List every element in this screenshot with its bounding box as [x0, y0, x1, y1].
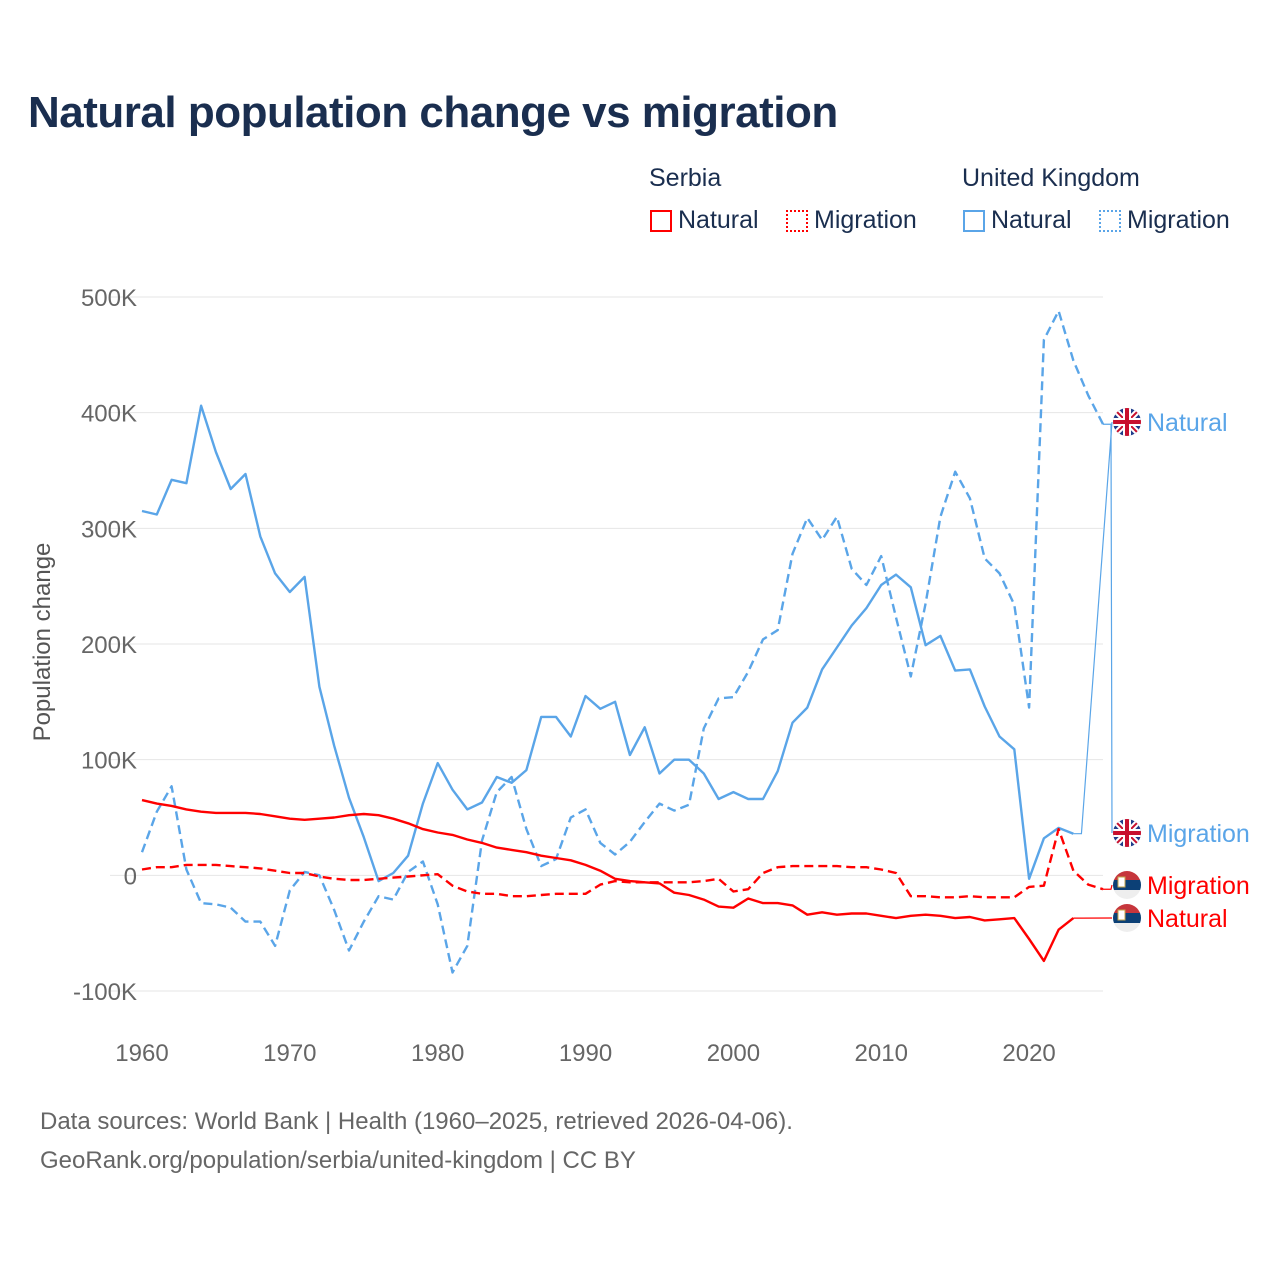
end-label[interactable]: Migration — [1147, 820, 1250, 848]
x-tick-label: 1970 — [263, 1040, 316, 1067]
flag-stripe-white — [1113, 923, 1141, 932]
y-tick-label: 500K — [81, 285, 137, 312]
legend-serbia-natural[interactable]: Natural — [650, 206, 759, 235]
y-tick-label: -100K — [73, 979, 137, 1006]
footer-link[interactable]: GeoRank.org/population/serbia/united-kin… — [40, 1147, 636, 1174]
x-tick-label: 2010 — [855, 1040, 908, 1067]
uk-flag-icon — [1113, 819, 1141, 847]
end-label[interactable]: Natural — [1147, 905, 1228, 933]
flag-cross-red — [1113, 408, 1141, 436]
x-tick-label: 2020 — [1002, 1040, 1055, 1067]
legend-serbia-migration[interactable]: Migration — [786, 206, 917, 235]
series-line-united-kingdom-natural — [141, 404, 1074, 883]
flag-coat-of-arms — [1117, 909, 1126, 921]
uk-flag-icon — [1113, 408, 1141, 436]
label-connector — [1103, 423, 1113, 834]
series-line-united-kingdom-migration — [140, 309, 1105, 974]
legend-label: Migration — [814, 206, 917, 234]
flag-body — [1113, 408, 1141, 436]
y-tick-label: 400K — [81, 401, 137, 428]
legend-group-serbia: Serbia — [649, 164, 722, 192]
legend-swatch-solid — [650, 209, 672, 232]
flag-stripe-blue — [1113, 880, 1141, 890]
legend-swatch-dotted — [1099, 209, 1121, 232]
y-tick-label: 100K — [81, 748, 137, 775]
footer-sources: Data sources: World Bank | Health (1960–… — [40, 1108, 793, 1135]
x-tick-label: 2000 — [707, 1040, 760, 1067]
y-tick-label: 0 — [124, 863, 137, 890]
legend-uk-migration[interactable]: Migration — [1099, 206, 1230, 235]
series-line-serbia-migration — [141, 827, 1104, 899]
legend-uk-natural[interactable]: Natural — [963, 206, 1072, 235]
legend-label: Migration — [1127, 206, 1230, 234]
legend-swatch-solid — [963, 209, 985, 232]
x-tick-label: 1990 — [559, 1040, 612, 1067]
flag-body — [1113, 819, 1141, 847]
legend-swatch-dotted — [786, 209, 808, 232]
end-label[interactable]: Natural — [1147, 409, 1228, 437]
serbia-flag-icon — [1113, 904, 1141, 932]
flag-coat-of-arms — [1117, 876, 1126, 888]
legend-label: Natural — [678, 206, 759, 234]
flag-stripe-blue — [1113, 913, 1141, 923]
flag-stripe-red — [1113, 904, 1141, 913]
x-tick-label: 1960 — [115, 1040, 168, 1067]
chart-title: Natural population change vs migration — [28, 88, 838, 137]
flag-cross-red — [1113, 819, 1141, 847]
label-connector — [1073, 421, 1113, 835]
flag-body — [1113, 871, 1141, 899]
series-line-serbia-natural — [141, 798, 1075, 963]
end-label[interactable]: Migration — [1147, 872, 1250, 900]
flag-stripe-red — [1113, 871, 1141, 880]
label-connector — [1103, 884, 1113, 890]
x-tick-label: 1980 — [411, 1040, 464, 1067]
y-axis-label: Population change — [29, 543, 56, 742]
legend-group-uk: United Kingdom — [962, 164, 1140, 192]
flag-stripe-white — [1113, 890, 1141, 899]
legend-label: Natural — [991, 206, 1072, 234]
serbia-flag-icon — [1113, 871, 1141, 899]
flag-body — [1113, 904, 1141, 932]
y-tick-label: 200K — [81, 632, 137, 659]
y-tick-label: 300K — [81, 516, 137, 543]
